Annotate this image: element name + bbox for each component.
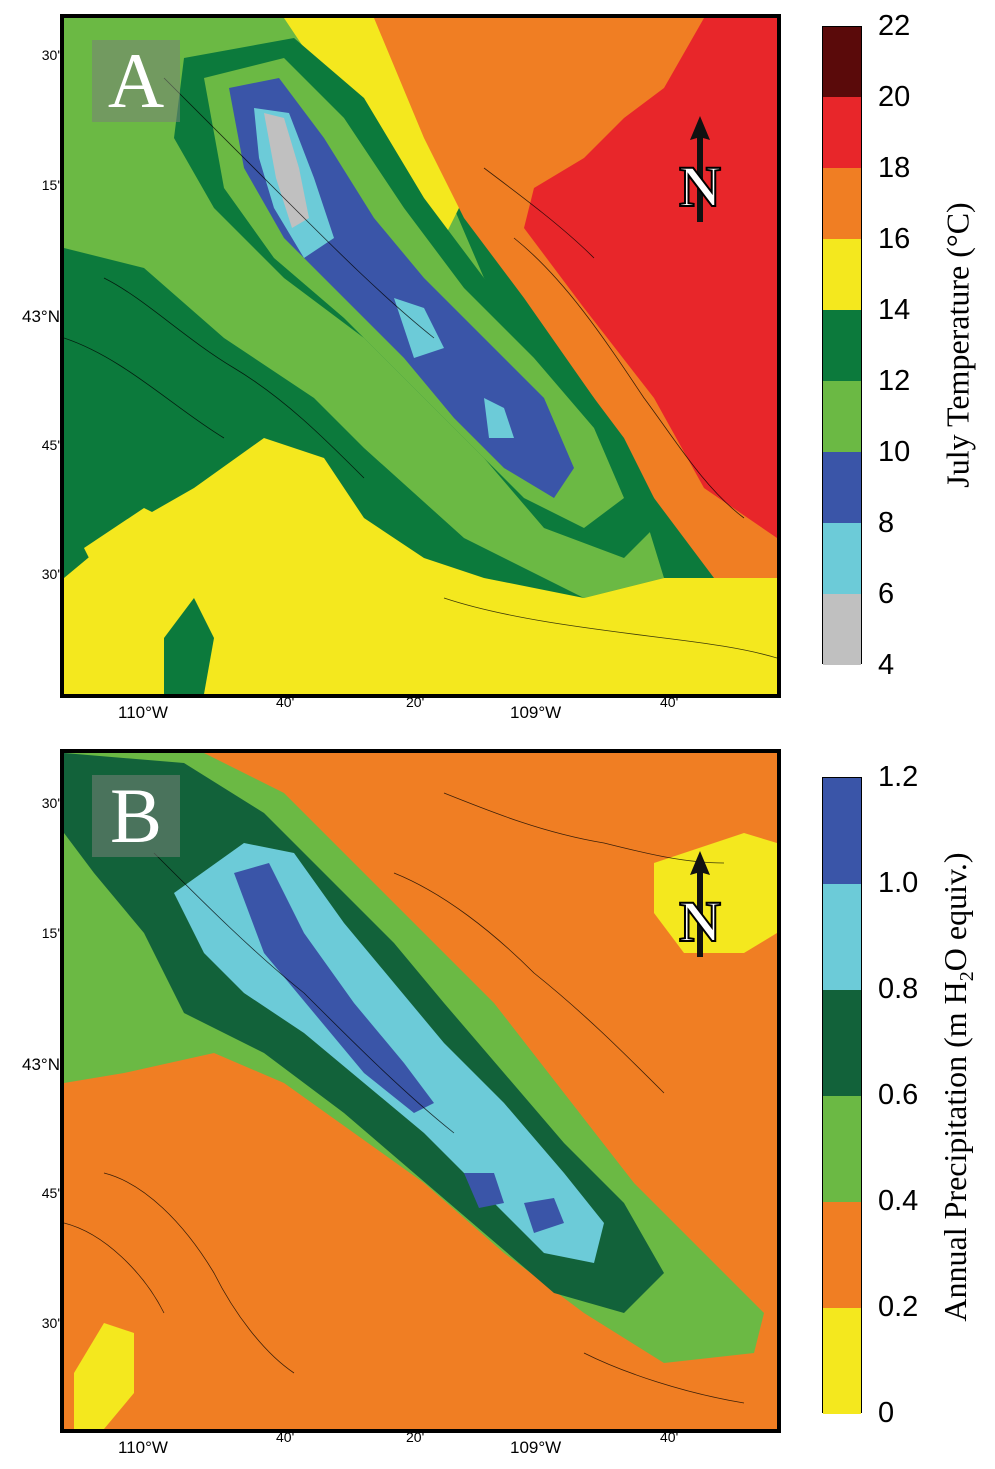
lon-tick: 109°W [510, 1438, 562, 1457]
colorbar-tick: 4 [878, 649, 895, 681]
map-frame: B N [64, 753, 777, 1429]
colorbar-segment [823, 1096, 861, 1202]
colorbar-tick: 8 [878, 507, 895, 539]
north-arrow-icon: N [678, 851, 722, 957]
colorbar-tick: 16 [878, 223, 911, 255]
colorbar-segment [823, 594, 861, 665]
lat-tick: 30' [41, 47, 60, 63]
map-border [60, 14, 781, 698]
north-arrow-label: N [679, 154, 721, 219]
colorbar-segment [823, 1202, 861, 1308]
colorbar-segment [823, 778, 861, 884]
colorbar-tick: 20 [878, 81, 911, 113]
colorbar-tick: 1.2 [878, 761, 919, 793]
colorbar-segment [823, 310, 861, 381]
precipitation-terrain-map [64, 753, 777, 1429]
colorbar-segment [823, 97, 861, 168]
panel-label: B [109, 772, 163, 859]
colorbar-tick: 1.0 [878, 867, 919, 899]
lat-tick: 15' [41, 177, 60, 193]
panel-label: A [107, 37, 165, 124]
colorbar-title: Annual Precipitation (m H2O equiv.) [937, 852, 979, 1321]
lat-tick: 43°N [22, 1055, 60, 1074]
colorbar-title-part: Annual Precipitation (m H [936, 981, 973, 1322]
lon-tick: 20' [406, 1429, 425, 1445]
colorbar-tick: 0.4 [878, 1185, 919, 1217]
colorbar-tick: 14 [878, 294, 911, 326]
lon-tick: 40' [276, 694, 295, 710]
colorbar-tick: 0.2 [878, 1291, 919, 1323]
lon-tick: 20' [406, 694, 425, 710]
lat-tick: 15' [41, 925, 60, 941]
panel-label-badge: B [92, 772, 180, 859]
panel-label-badge: A [92, 37, 180, 124]
lon-tick: 110°W [118, 1438, 168, 1457]
lat-tick: 45' [41, 437, 60, 453]
map-frame: A N [64, 18, 777, 694]
panel-b-precipitation-map: B N 30' 15' 43°N 45' 30' 110°W 40' 20' 1… [0, 735, 995, 1469]
lon-tick: 40' [660, 1429, 679, 1445]
colorbar-tick: 0 [878, 1397, 895, 1429]
colorbar-segment [823, 239, 861, 310]
lon-tick: 40' [660, 694, 679, 710]
colorbar-tick: 0.8 [878, 973, 919, 1005]
colorbar-title-subscript: 2 [956, 971, 979, 982]
colorbar-tick: 12 [878, 365, 911, 397]
colorbar-segment [823, 168, 861, 239]
lat-tick: 45' [41, 1185, 60, 1201]
colorbar-segment [823, 381, 861, 452]
colorbar-segment [823, 452, 861, 523]
lat-tick: 43°N [22, 307, 60, 326]
lon-tick: 110°W [118, 703, 168, 722]
north-arrow-icon: N [678, 116, 722, 222]
panel-a-temperature-map: A N 30' 15' 43°N 45' 30' 110°W 40' 20' 1… [22, 10, 976, 723]
lon-tick: 109°W [510, 703, 562, 722]
colorbar-segment [823, 990, 861, 1096]
north-arrow-label: N [679, 889, 721, 954]
colorbar-segment [823, 1308, 861, 1414]
colorbar-title-part: O equiv.) [936, 852, 973, 972]
colorbar-tick: 6 [878, 578, 895, 610]
colorbar-tick: 22 [878, 10, 911, 42]
map-border [60, 749, 781, 1433]
temperature-terrain-map [64, 18, 777, 694]
colorbar-segment [823, 523, 861, 594]
lat-tick: 30' [41, 1315, 60, 1331]
colorbar-tick: 0.6 [878, 1079, 919, 1111]
colorbar-segment [823, 27, 861, 97]
lat-tick: 30' [41, 566, 60, 582]
lat-tick: 30' [41, 795, 60, 811]
colorbar-tick: 18 [878, 152, 911, 184]
colorbar-title: July Temperature (°C) [939, 202, 976, 488]
colorbar [822, 777, 862, 1414]
lon-tick: 40' [276, 1429, 295, 1445]
colorbar-tick: 10 [878, 436, 911, 468]
colorbar [822, 26, 862, 665]
colorbar-segment [823, 884, 861, 990]
